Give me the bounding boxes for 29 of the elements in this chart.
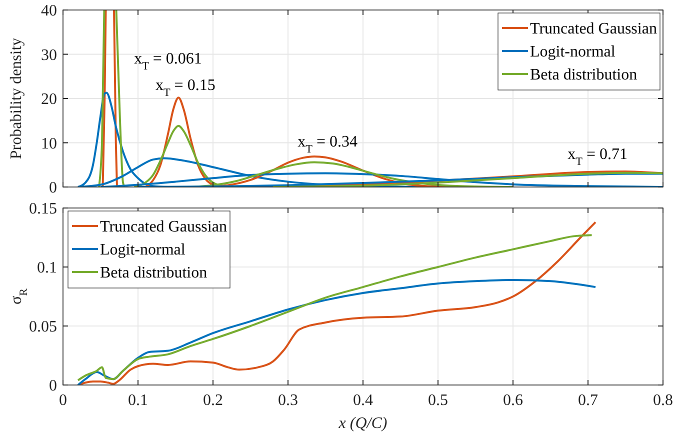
x-tick-label: 0.2 — [203, 392, 223, 409]
y-axis-title: Probability density — [8, 38, 25, 160]
annotation: x$_{T}$ = 0.15 — [155, 76, 216, 99]
x-axis-title: x (Q/C) — [338, 415, 388, 432]
x-tick-label: 0.4 — [353, 392, 373, 409]
y-tick-label: 20 — [41, 91, 57, 108]
x-tick-label: 0.7 — [578, 392, 598, 409]
y-tick-label: 40 — [41, 2, 57, 20]
legend-label: Truncated Gaussian — [100, 218, 227, 236]
y-tick-label: 10 — [41, 135, 57, 152]
legend-label: Logit-normal — [100, 242, 186, 259]
y-tick-label: 0.05 — [29, 318, 57, 336]
legend-label: Beta distribution — [100, 264, 208, 282]
x-tick-label: 0.1 — [128, 392, 148, 409]
legend-label: Truncated Gaussian — [530, 20, 657, 38]
y-tick-label: 0.15 — [29, 200, 57, 218]
x-tick-label: 0.8 — [653, 392, 673, 409]
annotation: x$_{T}$ = 0.71 — [568, 146, 628, 168]
x-tick-label: 0.3 — [278, 392, 298, 409]
y-tick-label: 0 — [49, 378, 57, 395]
annotation: x$_{T}$ = 0.34 — [298, 134, 358, 156]
x-tick-label: 0.6 — [503, 392, 523, 409]
legend-label: Beta distribution — [530, 66, 638, 84]
x-tick-label: 0.5 — [428, 392, 448, 409]
annotation: x$_{T}$ = 0.061 — [134, 50, 202, 72]
legend-label: Logit-normal — [530, 44, 616, 61]
y-tick-label: 30 — [41, 46, 57, 64]
y-tick-label: 0 — [49, 180, 57, 197]
y-tick-label: 0.1 — [37, 260, 57, 277]
